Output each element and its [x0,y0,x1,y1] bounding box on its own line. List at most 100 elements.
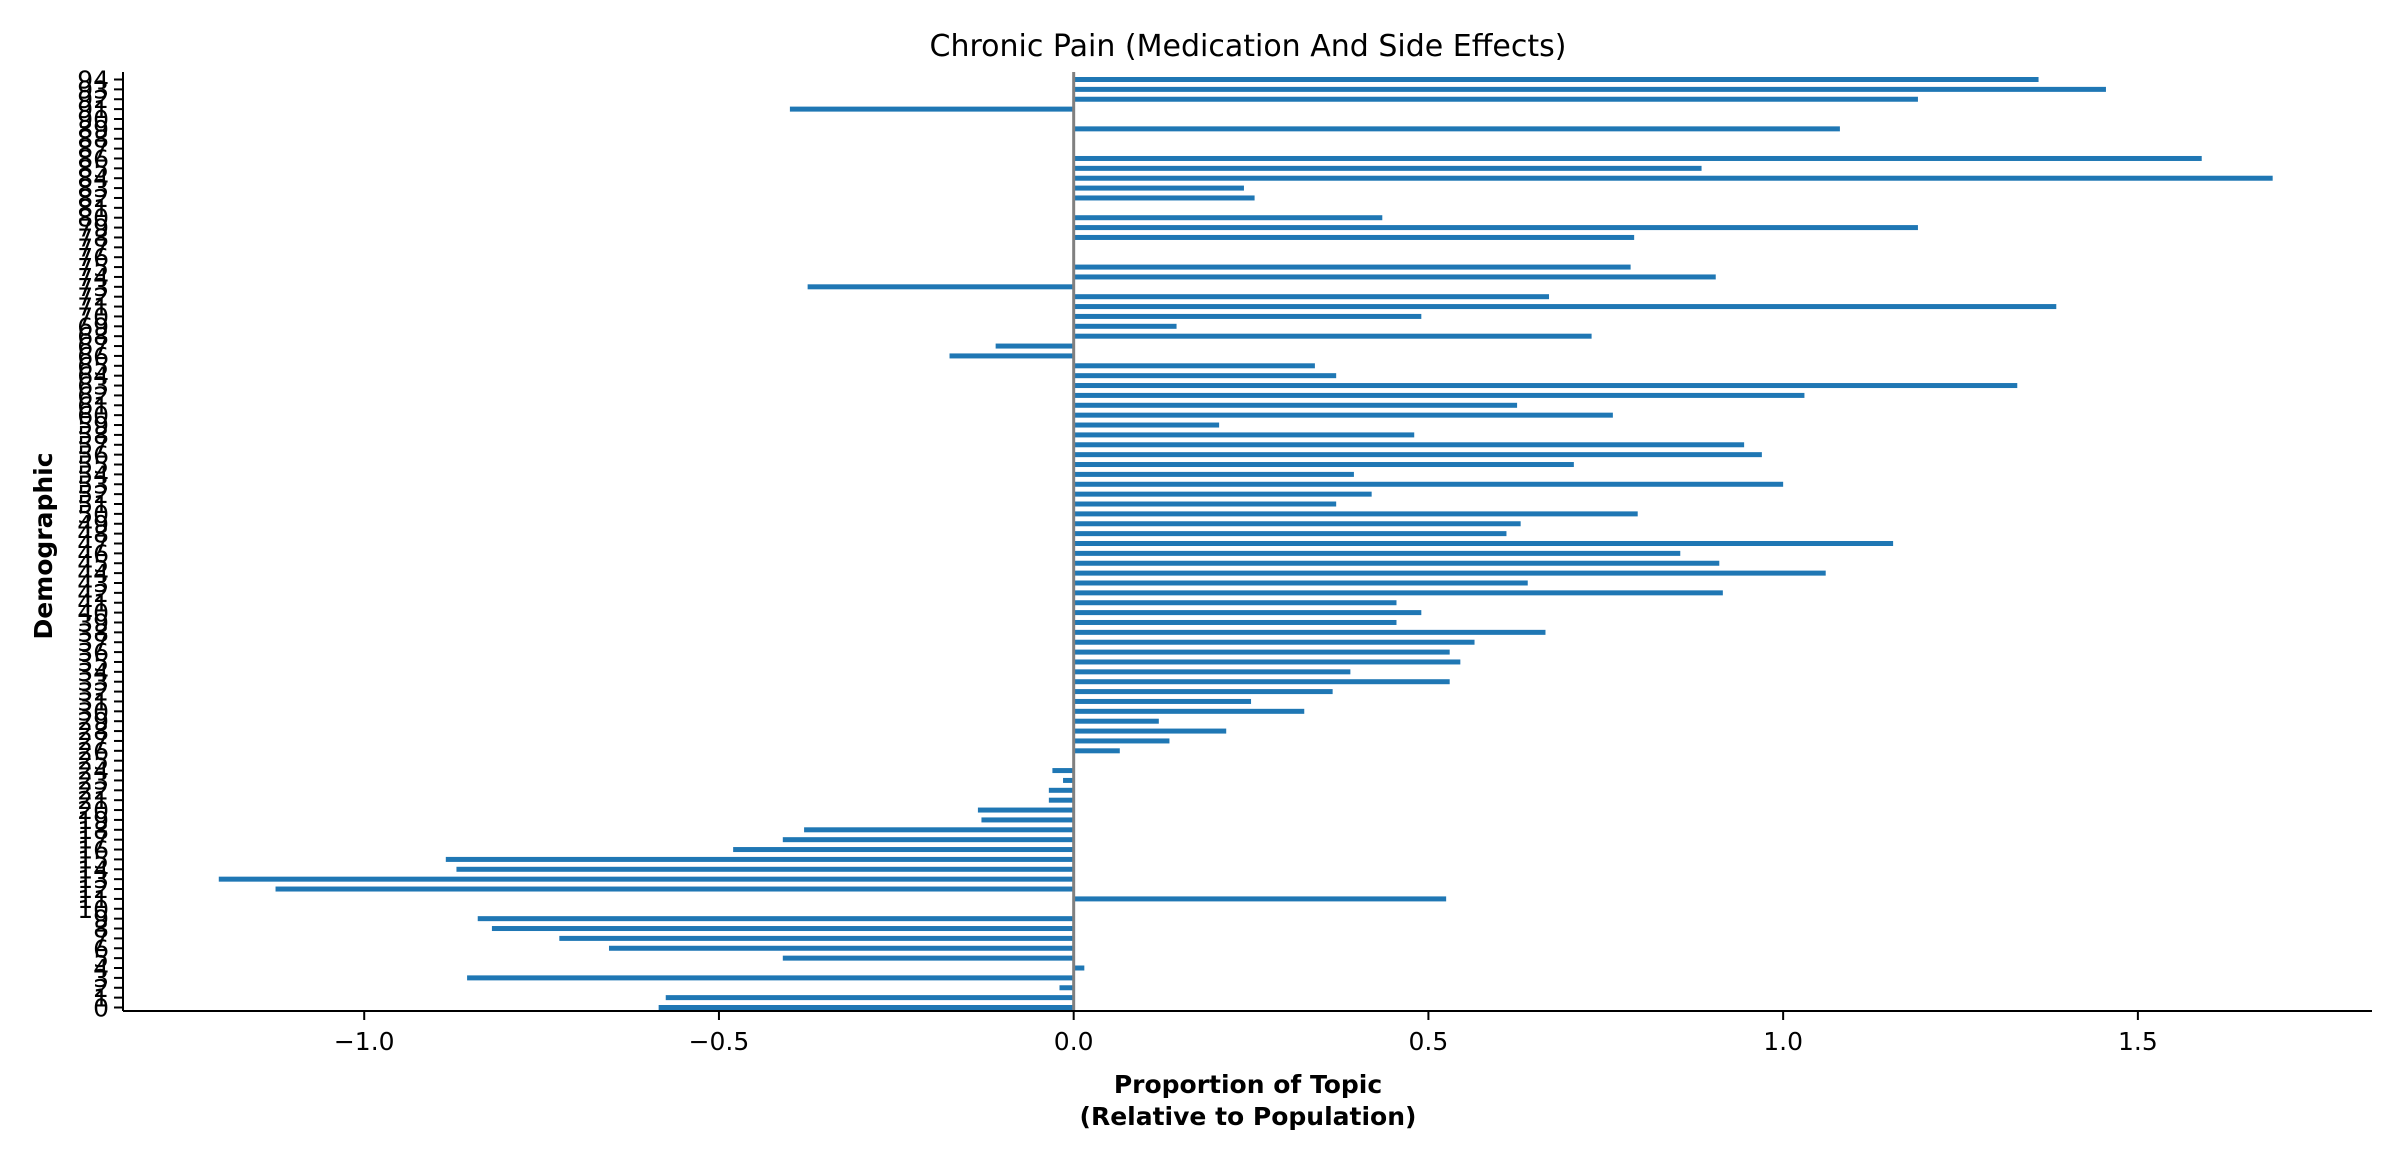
y-tick-label: 19 [77,806,109,835]
y-tick-label: 61 [77,391,109,420]
bar-37 [1073,639,1475,645]
y-tick-label: 94 [77,66,109,95]
y-tick-label: 38 [77,618,109,647]
y-tick-label: 50 [77,500,109,529]
bar-7 [559,935,1074,941]
y-tick-label: 46 [77,539,109,568]
y-tick-label: 77 [77,233,109,262]
bar-16 [733,847,1074,853]
bar-59 [1073,422,1220,428]
y-tick-label: 51 [77,490,109,519]
x-axis-label: Proportion of Topic (Relative to Populati… [1080,1070,1417,1131]
y-tick-label: 41 [77,589,109,618]
bar-58 [1073,432,1415,438]
y-tick-label: 66 [77,342,109,371]
bar-23 [1063,777,1074,783]
y-tick-label: 44 [77,559,109,588]
y-tick-label: 45 [77,549,109,578]
bar-78 [1073,234,1635,240]
y-tick-label: 81 [77,194,109,223]
y-tick-label: 83 [77,174,109,203]
y-tick-label: 23 [77,766,109,795]
x-tick-label: 0.0 [1054,1027,1094,1056]
bar-14 [456,866,1074,872]
y-tick-label: 39 [77,608,109,637]
y-tick-label: 78 [77,223,109,252]
y-tick-label: 89 [77,115,109,144]
y-tick-label: 9 [93,905,109,934]
bar-63 [1073,383,2018,389]
y-tick-label: 3 [93,964,109,993]
y-tick-label: 82 [77,184,109,213]
bar-75 [1073,264,1631,270]
bar-92 [1073,96,1918,102]
y-tick-label: 69 [77,312,109,341]
y-tick-label: 1 [93,984,109,1013]
y-ticks-group: 0123456789101112131415161718192021222324… [77,66,123,1023]
y-tick-label: 6 [93,934,109,963]
bar-33 [1073,679,1450,685]
bar-69 [1073,323,1177,329]
bar-2 [1059,985,1074,991]
bar-48 [1073,531,1507,537]
bar-39 [1073,619,1397,625]
y-tick-label: 79 [77,214,109,243]
y-tick-label: 85 [77,154,109,183]
bar-28 [1073,728,1227,734]
y-tick-label: 35 [77,648,109,677]
y-tick-label: 72 [77,283,109,312]
y-tick-label: 63 [77,372,109,401]
y-tick-label: 48 [77,520,109,549]
y-tick-label: 59 [77,411,109,440]
bar-91 [789,106,1074,112]
bar-26 [1073,748,1120,754]
y-tick-label: 80 [77,204,109,233]
bar-51 [1073,501,1337,507]
bar-79 [1073,225,1918,231]
bar-94 [1073,77,2039,82]
y-tick-label: 73 [77,273,109,302]
bar-32 [1073,689,1333,695]
bar-38 [1073,629,1546,635]
bar-66 [949,353,1074,359]
y-tick-label: 2 [93,974,109,1003]
y-tick-label: 68 [77,322,109,351]
bar-61 [1073,402,1518,408]
bar-43 [1073,580,1528,586]
y-tick-label: 91 [77,95,109,124]
y-tick-label: 18 [77,816,109,845]
y-tick-label: 52 [77,480,109,509]
y-tick-label: 56 [77,441,109,470]
bar-1 [665,995,1074,1001]
bar-29 [1073,718,1159,724]
bar-41 [1073,600,1397,606]
y-tick-label: 64 [77,362,109,391]
bar-11 [1073,896,1447,902]
y-tick-label: 33 [77,668,109,697]
y-tick-label: 0 [93,994,109,1023]
bar-6 [608,945,1074,951]
y-tick-label: 36 [77,638,109,667]
y-tick-label: 43 [77,569,109,598]
y-tick-label: 20 [77,796,109,825]
bar-9 [477,916,1074,922]
bar-3 [467,975,1074,981]
y-tick-label: 26 [77,737,109,766]
bar-27 [1073,738,1170,744]
bar-44 [1073,570,1826,576]
y-tick-label: 93 [77,75,109,104]
y-tick-label: 53 [77,470,109,499]
bar-34 [1073,669,1351,675]
x-tick-label: 1.5 [2118,1027,2158,1056]
bar-50 [1073,511,1638,517]
y-tick-label: 12 [77,875,109,904]
bar-42 [1073,590,1723,596]
bar-17 [782,837,1074,843]
bar-89 [1073,126,1840,132]
bar-62 [1073,392,1805,398]
bar-20 [977,807,1074,813]
bar-46 [1073,550,1681,556]
bar-70 [1073,313,1422,319]
